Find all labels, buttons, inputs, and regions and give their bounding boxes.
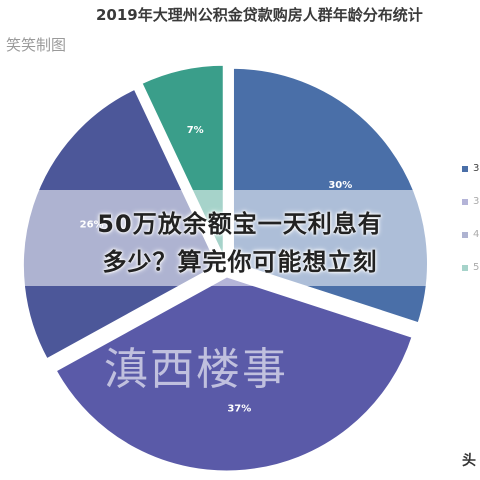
slice-data-label: 37%: [227, 404, 251, 415]
legend-swatch: [462, 165, 468, 172]
overlay-band: [0, 190, 480, 286]
legend-label: 3: [473, 163, 480, 174]
legend-item: 3: [462, 160, 479, 177]
slice-data-label: 7%: [187, 125, 204, 136]
corner-text: 头: [462, 453, 476, 469]
overlay-headline-line-1: 50万放余额宝一天利息有: [97, 210, 383, 238]
chart-title: 2019年大理州公积金贷款购房人群年龄分布统计: [96, 6, 423, 24]
overlay-headline-line-2: 多少？算完你可能想立刻: [102, 248, 378, 276]
watermark-center: 滇西楼事: [104, 344, 288, 395]
pie-slice: [52, 274, 416, 474]
slice-data-label: 30%: [328, 180, 352, 191]
watermark-top-left: 笑笑制图: [6, 36, 67, 54]
